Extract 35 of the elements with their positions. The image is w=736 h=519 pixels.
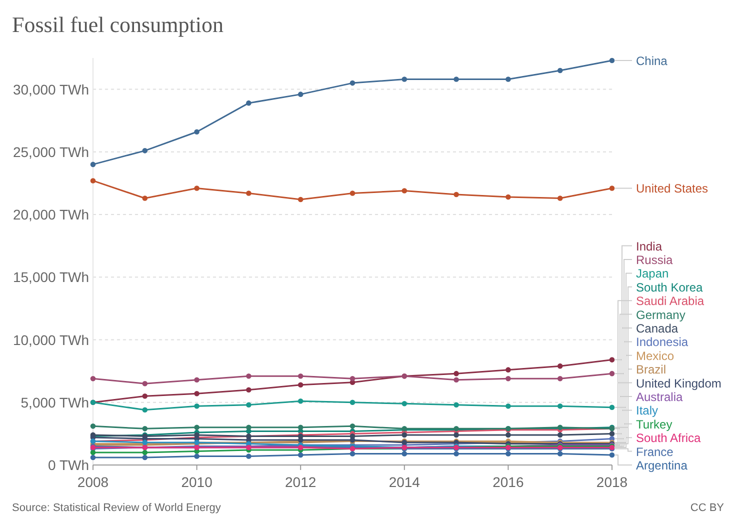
x-tick-label: 2010: [181, 474, 213, 490]
source-note: Source: Statistical Review of World Energy: [12, 502, 222, 514]
y-tick-label: 10,000 TWh: [12, 332, 89, 348]
text: CC BY: [690, 502, 725, 514]
text: Mexico: [636, 348, 674, 363]
text: Germany: [636, 308, 686, 322]
text: Indonesia: [636, 335, 688, 350]
y-tick-label: 20,000 TWh: [12, 206, 89, 223]
text: Japan: [636, 266, 669, 281]
text: Brazil: [636, 362, 666, 377]
text: India: [636, 239, 662, 254]
y-tick-label: 30,000 TWh: [12, 81, 89, 98]
series-label: Argentina: [636, 458, 688, 472]
text: South Korea: [636, 280, 704, 294]
x-tick-label: 2016: [492, 474, 524, 490]
y-tick-label: 25,000 TWh: [12, 144, 89, 160]
text: United Kingdom: [636, 376, 722, 390]
text: Australia: [636, 390, 684, 404]
y-tick-label: 0 TWh: [48, 457, 89, 473]
x-tick-label: 2014: [388, 474, 420, 490]
text: Russia: [636, 253, 674, 267]
x-tick-label: 2008: [77, 474, 109, 490]
series-label: South Africa: [636, 431, 702, 446]
chart-title: Fossil fuel consumption: [12, 12, 224, 37]
text: Canada: [636, 322, 678, 336]
series-label: United States: [636, 182, 708, 196]
y-tick-label: 5,000 TWh: [20, 394, 89, 410]
text: Saudi Arabia: [636, 294, 704, 308]
x-tick-label: 2012: [285, 474, 316, 490]
y-tick-label: 15,000 TWh: [12, 269, 89, 286]
series-label: France: [636, 444, 674, 459]
series-label: China: [636, 54, 668, 68]
x-tick-label: 2018: [596, 474, 628, 490]
text: Turkey: [636, 417, 672, 432]
text: Italy: [636, 404, 658, 418]
